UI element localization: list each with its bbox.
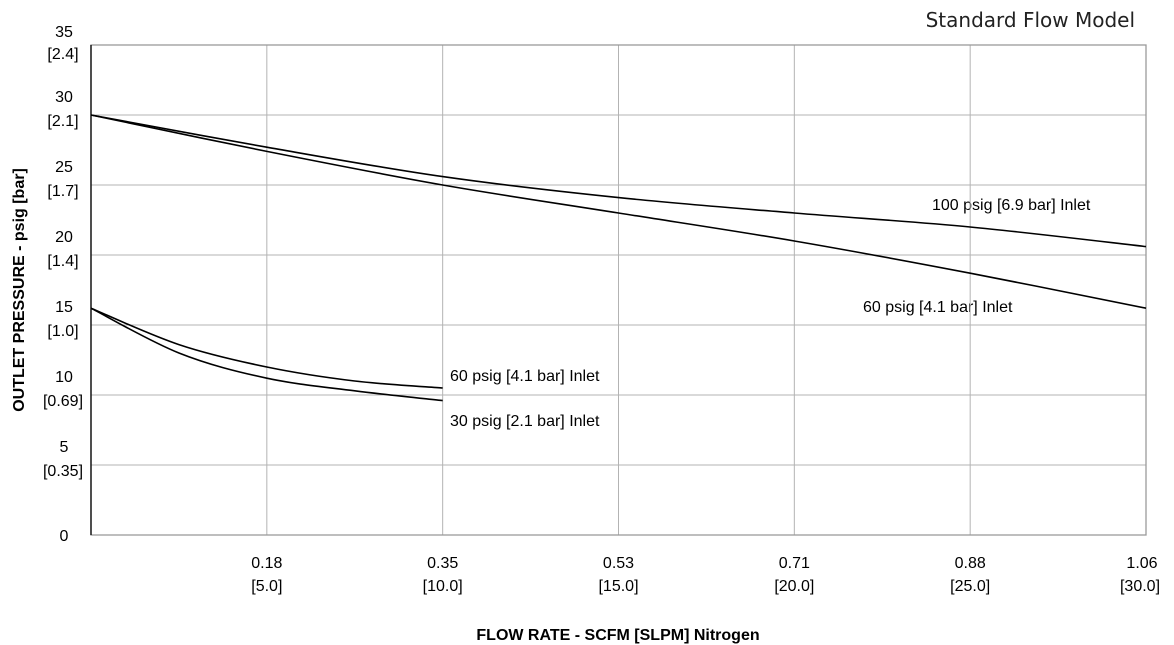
y-tick-sublabel: [2.1] — [47, 113, 78, 130]
x-axis-title: FLOW RATE - SCFM [SLPM] Nitrogen — [476, 627, 759, 644]
x-tick-sublabel: [5.0] — [251, 578, 282, 595]
chart-title: Standard Flow Model — [926, 8, 1135, 32]
x-tick-sublabel: [15.0] — [598, 578, 638, 595]
series-line-3 — [90, 307, 443, 402]
y-axis-title: OUTLET PRESSURE - psig [bar] — [11, 168, 28, 412]
y-tick-sublabel: [0.35] — [43, 463, 83, 480]
y-tick-label: 35 — [55, 24, 73, 41]
x-tick-label: 0.71 — [779, 555, 810, 572]
x-tick-label: 0.88 — [955, 555, 986, 572]
x-tick-label: 0.18 — [251, 555, 282, 572]
series-line-1 — [90, 114, 1147, 309]
y-tick-label: 5 — [60, 439, 69, 456]
series-label-100psig: 100 psig [6.9 bar] Inlet — [932, 197, 1091, 214]
y-tick-label: 0 — [60, 528, 69, 545]
series-label-60psig-high: 60 psig [4.1 bar] Inlet — [863, 299, 1013, 316]
series-label-30psig: 30 psig [2.1 bar] Inlet — [450, 413, 600, 430]
x-tick-sublabel: [10.0] — [423, 578, 463, 595]
y-tick-sublabel: [2.4] — [47, 46, 78, 63]
y-tick-label: 20 — [55, 229, 73, 246]
x-tick-sublabel: [25.0] — [950, 578, 990, 595]
y-tick-label: 25 — [55, 159, 73, 176]
y-tick-sublabel: [0.69] — [43, 393, 83, 410]
x-tick-label: 0.35 — [427, 555, 458, 572]
y-tick-label: 30 — [55, 89, 73, 106]
x-tick-label: 1.06 — [1126, 555, 1157, 572]
series-label-60psig-low: 60 psig [4.1 bar] Inlet — [450, 368, 600, 385]
y-tick-label: 15 — [55, 299, 73, 316]
y-tick-sublabel: [1.4] — [47, 253, 78, 270]
x-tick-sublabel: [20.0] — [774, 578, 814, 595]
y-tick-label: 10 — [55, 369, 73, 386]
series-line-0 — [90, 114, 1147, 248]
x-tick-label: 0.53 — [603, 555, 634, 572]
y-tick-sublabel: [1.7] — [47, 183, 78, 200]
series-line-2 — [90, 307, 443, 389]
y-tick-sublabel: [1.0] — [47, 323, 78, 340]
x-tick-sublabel: [30.0] — [1120, 578, 1160, 595]
